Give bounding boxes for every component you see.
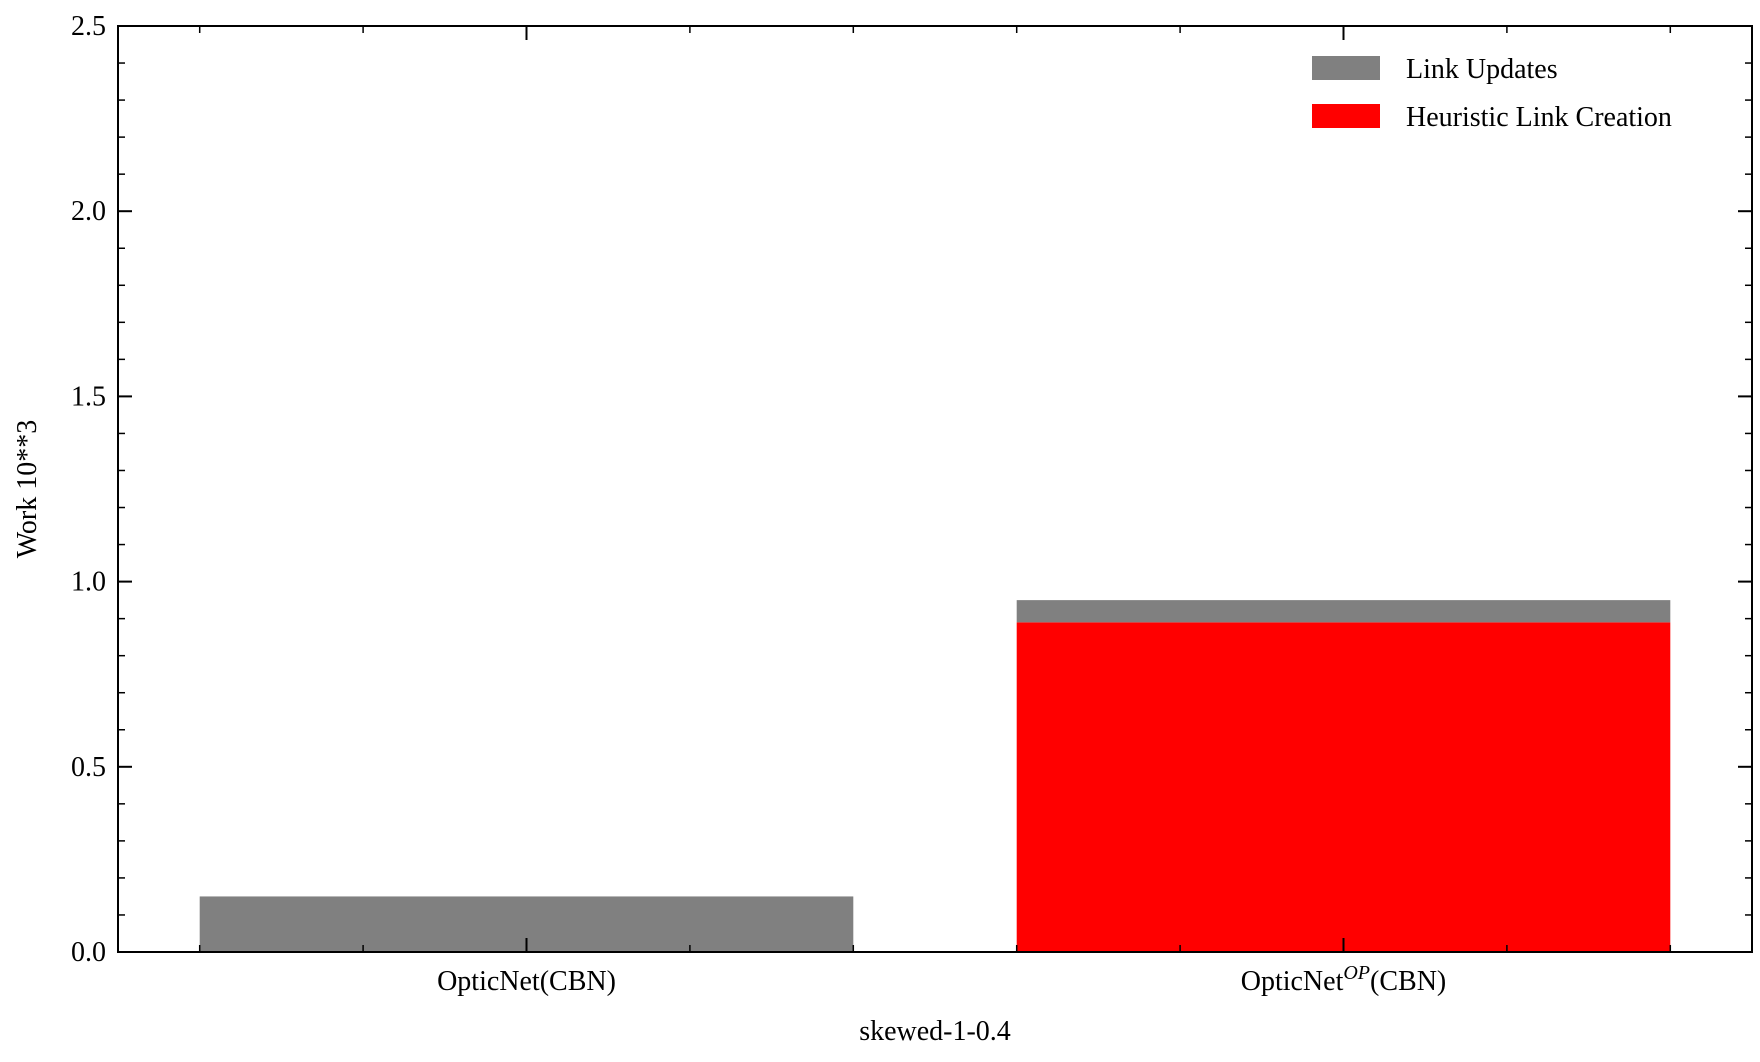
legend-swatch-link-updates [1312,56,1380,80]
legend-swatch-heuristic-link-creation [1312,104,1380,128]
x-tick-label: OpticNetOP(CBN) [1241,962,1447,997]
legend: Link Updates Heuristic Link Creation [1312,54,1672,133]
bars-layer [199,600,1671,952]
y-tick-label: 1.0 [71,567,106,598]
x-tick-label: OpticNet(CBN) [437,966,616,997]
bar-link-updates-1 [1016,600,1671,623]
y-tick-labels: 0.0 0.5 1.0 1.5 2.0 2.5 [71,11,106,968]
y-axis-label: Work 10**3 [12,420,43,559]
plot-frame [117,25,1753,953]
x-tick-labels: OpticNet(CBN) OpticNetOP(CBN) [437,962,1446,997]
legend-label-heuristic-link-creation: Heuristic Link Creation [1406,102,1672,133]
y-tick-label: 2.5 [71,11,106,42]
legend-label-link-updates: Link Updates [1406,54,1558,85]
y-tick-label: 1.5 [71,381,106,412]
y-tick-label: 0.5 [71,752,106,783]
y-tick-label: 2.0 [71,196,106,227]
x-axis-label: skewed-1-0.4 [859,1016,1011,1047]
bar-heuristic-link-creation-1 [1016,622,1671,952]
y-tick-label: 0.0 [71,937,106,968]
